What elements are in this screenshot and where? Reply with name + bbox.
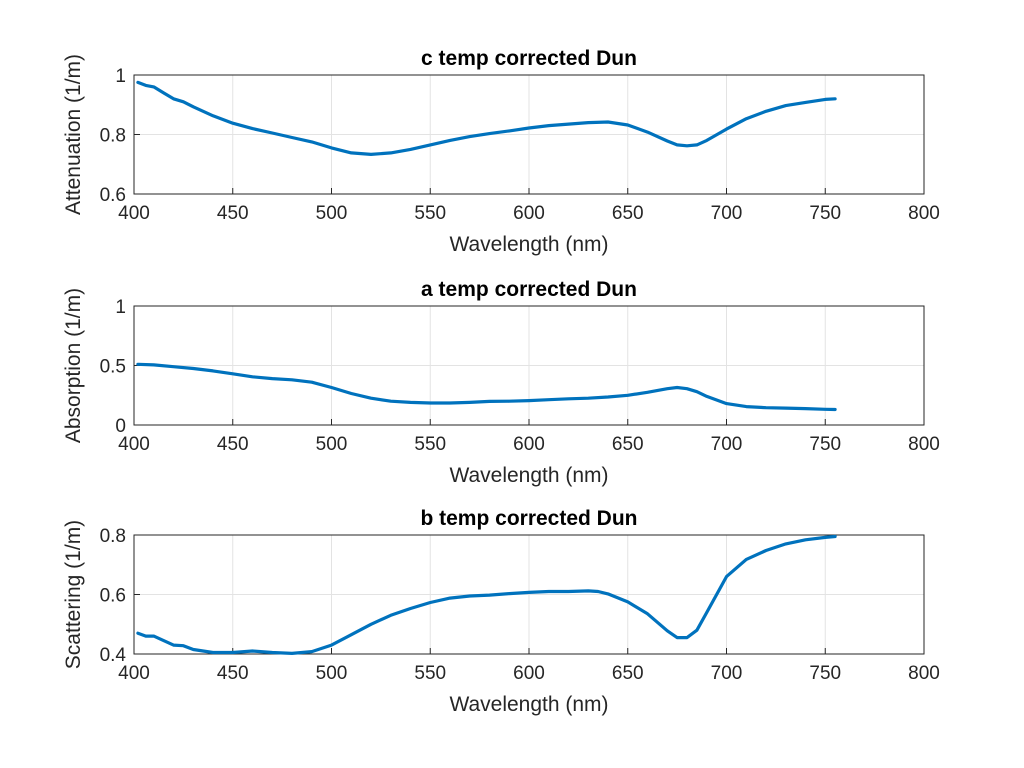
y-tick-label: 0.6 [100,185,126,206]
y-axis-label: Attenuation (1/m) [62,54,85,215]
y-tick-label: 0.6 [100,586,126,607]
x-tick-label: 750 [809,203,841,224]
x-tick-label: 450 [217,434,249,455]
y-tick-label: 0 [115,416,126,437]
x-tick-label: 650 [612,663,644,684]
x-tick-label: 750 [809,663,841,684]
y-tick-label: 0.8 [100,126,126,147]
x-tick-label: 750 [809,434,841,455]
subplot-attenuation: 400 450 500 550 600 650 700 750 800 0.6 0.8 1 c temp… [62,47,940,256]
x-tick-label: 600 [513,663,545,684]
x-tick-label: 400 [118,663,150,684]
chart-title: b temp corrected Dun [420,507,637,530]
x-tick-label: 800 [908,434,940,455]
y-tick-label: 1 [115,66,126,87]
x-tick-label: 800 [908,663,940,684]
x-tick-label: 550 [414,434,446,455]
x-tick-label: 450 [217,663,249,684]
axes-frame [133,74,925,195]
y-tick-label: 0.4 [100,645,127,666]
x-tick-label: 500 [316,203,348,224]
x-tick-label: 450 [217,203,249,224]
y-axis-label: Scattering (1/m) [62,520,85,669]
y-tick-label: 0.8 [100,526,126,547]
x-tick-label: 650 [612,203,644,224]
series-line [136,534,837,656]
x-tick-label: 500 [316,434,348,455]
y-axis-label: Absorption (1/m) [62,288,85,443]
x-tick-label: 800 [908,203,940,224]
x-tick-label: 550 [414,663,446,684]
x-axis-label: Wavelength (nm) [449,464,608,487]
x-tick-label: 400 [118,203,150,224]
x-tick-label: 550 [414,203,446,224]
x-tick-label: 600 [513,203,545,224]
series-line [136,362,837,412]
axes-frame [133,305,925,426]
axes-frame [133,534,925,655]
x-tick-label: 600 [513,434,545,455]
x-tick-label: 400 [118,434,150,455]
subplot-scattering: 400 450 500 550 600 650 700 750 800 0.4 0.6 0.8 b te… [62,507,940,716]
y-tick-label: 1 [115,297,126,318]
y-tick-label: 0.5 [100,357,126,378]
x-tick-label: 650 [612,434,644,455]
x-tick-label: 700 [711,434,743,455]
chart-title: c temp corrected Dun [421,47,637,70]
chart-title: a temp corrected Dun [421,278,637,301]
x-tick-label: 700 [711,663,743,684]
subplot-absorption: 400 450 500 550 600 650 700 750 800 0 0.5 1 a temp c… [62,278,940,487]
series-line [136,80,837,156]
x-tick-label: 500 [316,663,348,684]
x-axis-label: Wavelength (nm) [449,233,608,256]
x-tick-label: 700 [711,203,743,224]
x-axis-label: Wavelength (nm) [449,693,608,716]
